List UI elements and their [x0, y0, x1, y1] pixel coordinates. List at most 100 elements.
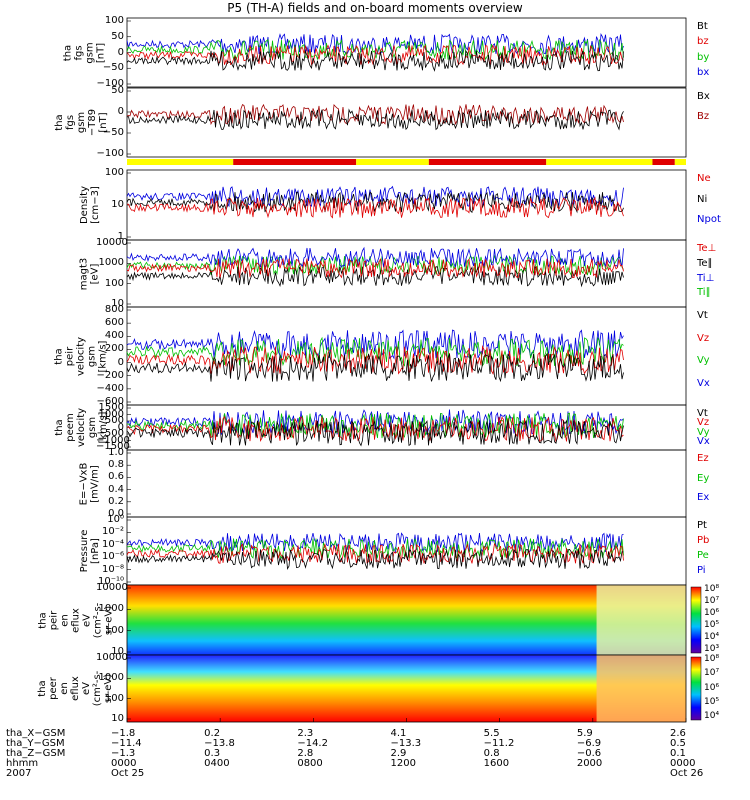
- y-axis-label-line: tha: [53, 114, 65, 131]
- y-tick-label: 0.2: [108, 495, 124, 507]
- y-tick-label: 0.0: [108, 508, 124, 519]
- y-tick-label: 10: [111, 199, 124, 210]
- trace-vx: [126, 329, 624, 360]
- y-tick-label: 500: [104, 415, 124, 426]
- y-axis-label-line: magt3: [78, 257, 90, 290]
- legend-entry: Ey: [697, 472, 710, 484]
- trace-vy: [126, 412, 624, 439]
- y-axis-label-line: −T89: [86, 108, 98, 137]
- legend-entry: Ti∥: [697, 287, 711, 299]
- x-axis-value: 5.9: [576, 728, 593, 739]
- x-axis-value: 0.2: [204, 728, 221, 739]
- y-axis-label-line: Pressure: [78, 529, 90, 573]
- y-axis-label-line: peer: [48, 677, 60, 700]
- y-axis-label-line: en: [59, 613, 71, 627]
- y-tick-label: −1000: [96, 434, 130, 446]
- trace-vt: [126, 352, 624, 383]
- y-tick-label: 800: [104, 304, 124, 315]
- colorbar-tick-label: 10⁸: [704, 654, 720, 664]
- spectrogram: [127, 585, 686, 655]
- legend-entry: Bz: [697, 111, 710, 123]
- x-axis-value: −0.6: [576, 748, 602, 759]
- colorbar: [690, 656, 702, 721]
- x-axis-value: 2000: [576, 758, 603, 769]
- y-axis-label-line: eV: [81, 682, 93, 695]
- y-tick-label: 0.8: [108, 459, 124, 471]
- spectrogram-segment: [596, 655, 686, 722]
- y-tick-label: 10⁰: [107, 514, 124, 525]
- y-axis-label-line: [mV/m]: [89, 464, 101, 503]
- colorbar-tick-label: 10⁷: [704, 668, 720, 679]
- colorbar-tick-label: 10⁷: [704, 596, 720, 606]
- x-axis-value: −11.4: [111, 738, 142, 749]
- y-axis-label: magt3 [eV]: [79, 240, 101, 307]
- y-axis-label-line: eflux: [70, 676, 82, 701]
- y-axis-label-line: [nT]: [95, 42, 106, 63]
- legend-entry: Vx: [697, 377, 710, 389]
- y-tick-label: −200: [96, 369, 124, 381]
- y-tick-label: 0.6: [108, 471, 124, 483]
- y-axis-label-line: tha: [37, 611, 49, 629]
- y-axis-label-line: peir: [48, 610, 60, 630]
- y-axis-label-line: eV: [81, 613, 93, 627]
- y-axis-label-line: velocity: [75, 407, 87, 448]
- y-tick-label: 10000: [96, 237, 128, 248]
- trace-bx: [126, 32, 624, 56]
- x-axis-value: 0000: [670, 758, 696, 769]
- y-axis-label-line: (cm²-s-: [92, 670, 104, 707]
- colorbar-tick-label: 10⁸: [704, 584, 720, 594]
- y-tick-label: 10⁻²: [101, 526, 124, 538]
- mode-bar-segment: [356, 159, 429, 165]
- trace-vy: [126, 336, 624, 367]
- x-axis-value: −1.8: [111, 728, 136, 739]
- y-axis-label-line: gsm: [84, 41, 95, 64]
- y-tick-label: 10⁻¹⁰: [97, 576, 124, 587]
- x-axis-value: 2.6: [670, 728, 686, 739]
- y-tick-label: 0: [117, 356, 124, 368]
- y-tick-label: 0: [117, 421, 124, 433]
- y-tick-label: −50: [102, 127, 124, 138]
- y-axis-label-line: [nT]: [97, 112, 109, 133]
- y-tick-label: 1000: [98, 603, 124, 615]
- x-axis-value: 0.5: [670, 738, 686, 749]
- y-tick-label: 400: [104, 330, 124, 342]
- x-axis-value: 2.8: [297, 748, 314, 759]
- y-axis-label-line: gsm: [86, 416, 98, 439]
- y-tick-label: 1000: [98, 672, 124, 684]
- y-axis-label: tha peir en eflux eV (cm²-s-sr-eV): [37, 585, 114, 655]
- panel-frame: [126, 87, 687, 158]
- y-tick-label: 10: [111, 713, 124, 724]
- y-tick-label: 200: [104, 343, 124, 355]
- trace-bx: [126, 108, 624, 131]
- x-axis-value: −14.2: [297, 738, 328, 749]
- y-axis-label-line: en: [59, 682, 71, 695]
- mode-bar-segment: [652, 159, 675, 165]
- trace-pe: [126, 538, 624, 560]
- mode-bar-segment: [127, 159, 234, 165]
- y-axis-label-line: fgs: [64, 114, 76, 131]
- legend-entry: Vz: [697, 417, 710, 429]
- legend-entry: bx: [697, 66, 710, 78]
- x-axis-row-label: tha_Z−GSM: [6, 748, 66, 759]
- y-axis-label-line: [cm−3]: [89, 186, 101, 224]
- y-axis-label-line: velocity: [75, 336, 87, 376]
- legend-entry: Te∥: [697, 257, 713, 269]
- x-axis-value: 0400: [204, 758, 230, 769]
- spectrogram-segment: [596, 585, 686, 655]
- legend-entry: Bt: [697, 21, 708, 32]
- legend-entry: Vz: [697, 332, 710, 344]
- x-axis-value: 1200: [390, 758, 416, 769]
- y-axis-label: tha peer en eflux eV (cm²-s-sr-eV): [37, 655, 114, 722]
- legend-entry: Pt: [697, 520, 707, 531]
- legend-entry: Bx: [697, 91, 710, 102]
- x-axis-value: 0.3: [204, 748, 221, 759]
- y-axis-label-line: fgs: [73, 44, 84, 61]
- y-axis-label-line: sr-eV): [103, 673, 115, 704]
- colorbar-tick-label: 10³: [704, 644, 720, 654]
- x-axis-value: 2.3: [297, 728, 314, 739]
- legend-entry: Ne: [697, 173, 711, 184]
- x-axis-value: 4.1: [390, 728, 407, 739]
- trace-pt: [126, 548, 624, 570]
- legend-entry: Vy: [697, 355, 710, 366]
- trace-ti⊥: [126, 246, 624, 268]
